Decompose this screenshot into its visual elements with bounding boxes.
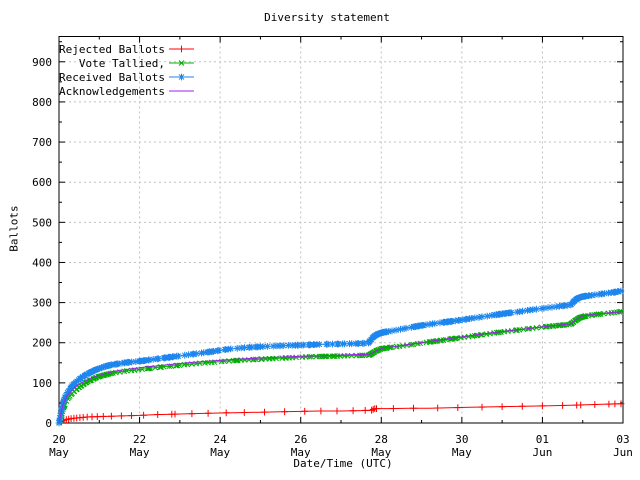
svg-text:Jun: Jun	[613, 446, 633, 459]
svg-text:22: 22	[133, 433, 146, 446]
legend-entry-1: Vote Tallied,	[79, 57, 194, 70]
svg-text:20: 20	[52, 433, 65, 446]
svg-text:May: May	[371, 446, 391, 459]
svg-text:500: 500	[32, 216, 52, 229]
svg-text:May: May	[291, 446, 311, 459]
svg-text:200: 200	[32, 337, 52, 350]
svg-text:May: May	[49, 446, 69, 459]
legend-sample-marker-icon	[178, 45, 185, 53]
svg-text:May: May	[210, 446, 230, 459]
legend-entry-3: Acknowledgements	[59, 85, 194, 98]
svg-text:300: 300	[32, 297, 52, 310]
legend-label: Acknowledgements	[59, 85, 165, 98]
svg-text:700: 700	[32, 136, 52, 149]
gridlines	[59, 36, 623, 423]
svg-text:01: 01	[536, 433, 549, 446]
svg-text:May: May	[130, 446, 150, 459]
legend-sample-marker-icon	[178, 60, 185, 66]
legend-label: Received Ballots	[59, 71, 165, 84]
svg-text:May: May	[452, 446, 472, 459]
svg-text:600: 600	[32, 176, 52, 189]
svg-text:24: 24	[214, 433, 228, 446]
tick-labels: 010020030040050060070080090020May22May24…	[32, 56, 633, 459]
svg-text:03: 03	[616, 433, 629, 446]
series-rejected-ballots	[58, 400, 625, 425]
svg-text:28: 28	[375, 433, 388, 446]
legend-entry-0: Rejected Ballots	[59, 43, 194, 56]
svg-text:0: 0	[45, 417, 52, 430]
series-acknowledgements	[58, 311, 624, 424]
legend-label: Vote Tallied,	[79, 57, 165, 70]
x-axis-label: Date/Time (UTC)	[293, 457, 393, 470]
series-received-ballots	[55, 287, 625, 427]
legend-sample-marker-icon	[178, 73, 185, 81]
svg-text:26: 26	[294, 433, 307, 446]
svg-text:Jun: Jun	[532, 446, 552, 459]
svg-text:30: 30	[455, 433, 468, 446]
svg-text:400: 400	[32, 256, 52, 269]
svg-text:100: 100	[32, 377, 52, 390]
axis-ticks	[58, 36, 624, 424]
legend-entry-2: Received Ballots	[59, 71, 194, 84]
svg-text:900: 900	[32, 56, 52, 69]
legend-label: Rejected Ballots	[59, 43, 165, 56]
svg-text:800: 800	[32, 96, 52, 109]
chart-title: Diversity statement	[264, 11, 390, 24]
